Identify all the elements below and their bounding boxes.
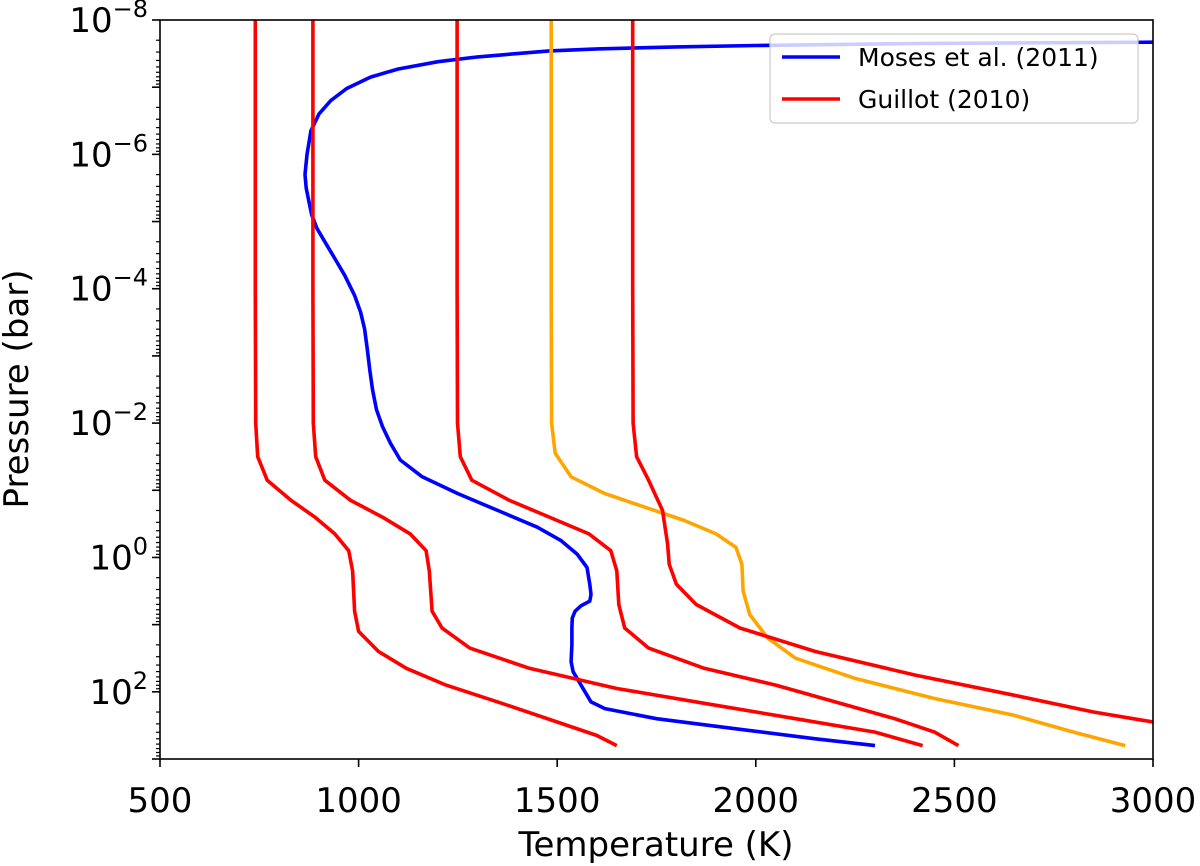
series-line-3: [311, 20, 924, 748]
series-line-2: [253, 20, 618, 748]
y-axis-label: Pressure (bar): [0, 270, 37, 509]
y-tick-label: 10−4: [69, 264, 148, 310]
plot-frame: [159, 19, 1154, 760]
x-axis-ticks: 500 1000 1500 2000 2500 3000: [128, 759, 1197, 821]
x-tick-label: 3000: [1110, 781, 1197, 821]
series-lines: [253, 20, 1153, 748]
x-tick-label: 2000: [713, 781, 800, 821]
legend: Moses et al. (2011) Guillot (2010): [769, 33, 1139, 124]
y-tick-label: 100: [89, 532, 148, 578]
legend-label-moses: Moses et al. (2011): [858, 43, 1099, 72]
legend-label-guillot: Guillot (2010): [858, 85, 1030, 114]
x-tick-label: 2500: [911, 781, 998, 821]
y-axis-ticks: 10−8 10−6 10−4 10−2 100 102: [69, 0, 160, 760]
series-line-4: [455, 20, 960, 748]
x-tick-label: 1000: [315, 781, 402, 821]
x-tick-label: 1500: [514, 781, 601, 821]
x-axis-label: Temperature (K): [517, 825, 793, 865]
series-line-5: [549, 20, 1126, 748]
y-tick-label: 10−6: [69, 129, 148, 175]
y-tick-label: 102: [89, 667, 148, 713]
legend-box: [769, 33, 1139, 124]
series-line-1: [303, 40, 1153, 748]
x-tick-label: 500: [128, 781, 193, 821]
y-tick-label: 10−2: [69, 398, 148, 444]
y-tick-label: 10−8: [69, 0, 148, 41]
series-line-6: [630, 20, 1153, 724]
